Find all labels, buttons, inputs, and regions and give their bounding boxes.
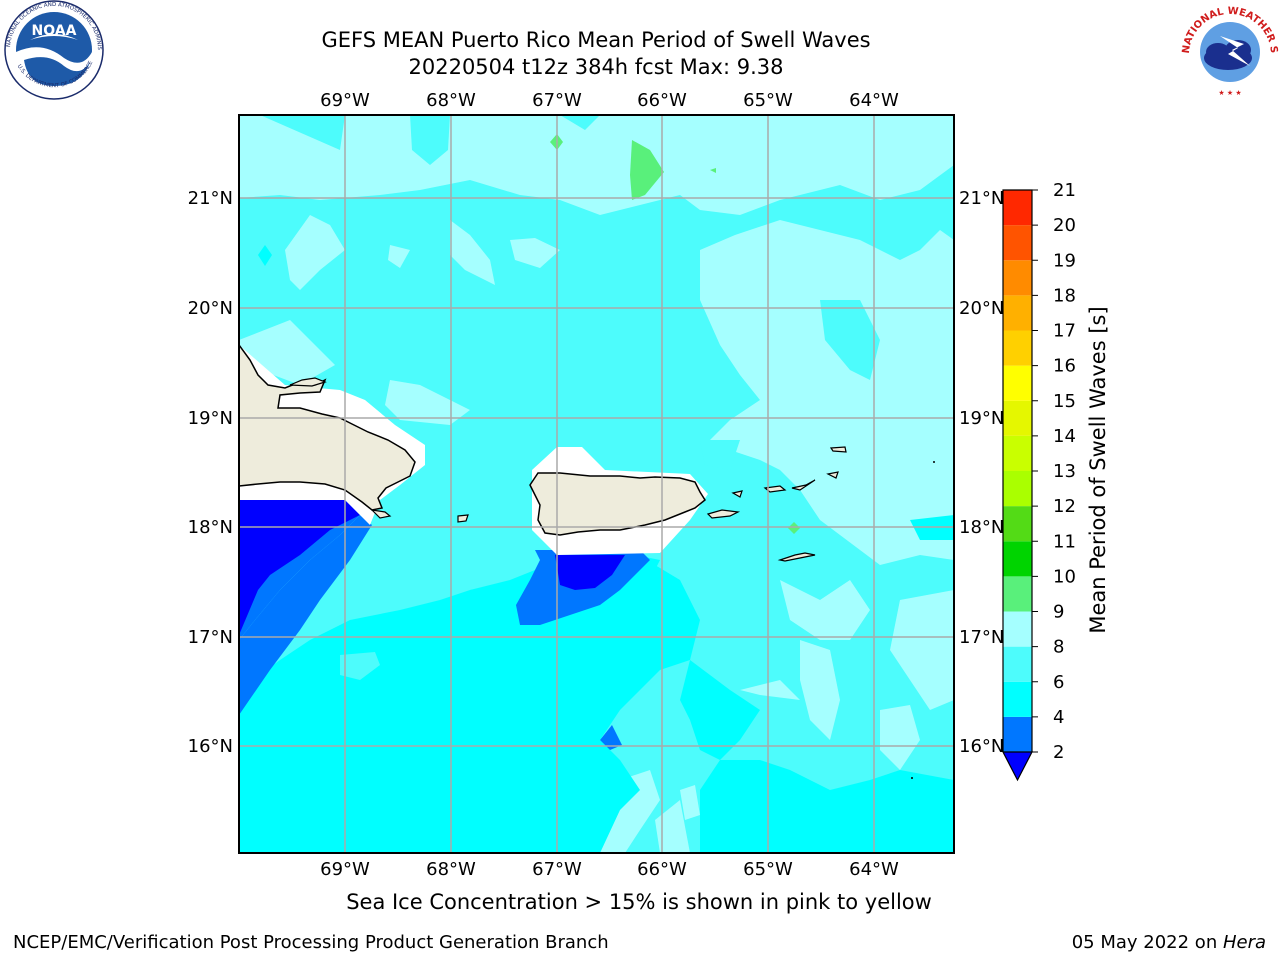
colorbar-segment	[1003, 295, 1032, 331]
colorbar-tick-label: 19	[1053, 250, 1076, 271]
colorbar-tick-label: 20	[1053, 215, 1076, 236]
chart-subtitle: 20220504 t12z 384h fcst Max: 9.38	[408, 55, 784, 79]
colorbar-tick-label: 11	[1053, 531, 1076, 552]
lon-label: 66°W	[637, 90, 687, 111]
mona-island	[457, 514, 469, 523]
noaa-logo: NOAA NATIONAL OCEANIC AND ATMOSPHERIC AD…	[2, 0, 104, 100]
swell-period-9-10-region	[630, 140, 664, 200]
lon-label: 68°W	[426, 859, 476, 880]
footer-date-text: 05 May 2022 on	[1071, 932, 1223, 953]
lon-label: 65°W	[743, 859, 793, 880]
lon-label: 67°W	[532, 859, 582, 880]
lat-label: 16°N	[188, 736, 233, 757]
lat-label: 19°N	[959, 408, 1004, 429]
colorbar-segment	[1003, 646, 1032, 682]
colorbar-tick-label: 9	[1053, 602, 1064, 623]
lon-label: 69°W	[320, 859, 370, 880]
colorbar-tick-label: 13	[1053, 461, 1076, 482]
lon-label: 66°W	[637, 859, 687, 880]
lon-label: 69°W	[320, 90, 370, 111]
lat-label: 20°N	[959, 298, 1004, 319]
colorbar-tick-label: 17	[1053, 321, 1076, 342]
colorbar-extension	[1002, 751, 1033, 782]
colorbar-tick-label: 14	[1053, 426, 1076, 447]
colorbar-tick-label: 2	[1053, 742, 1064, 763]
colorbar-tick-label: 6	[1053, 672, 1064, 693]
nws-logo: NATIONAL WEATHER SERVICE ★ ★ ★	[1180, 0, 1279, 98]
colorbar-tick-label: 4	[1053, 707, 1064, 728]
colorbar-tick-label: 15	[1053, 391, 1076, 412]
swell-period-below-2-region	[239, 500, 360, 635]
colorbar-segment	[1003, 716, 1032, 752]
left-latitude-labels: 21°N 20°N 19°N 18°N 17°N 16°N	[188, 188, 233, 757]
colorbar-segment	[1003, 681, 1032, 717]
lat-label: 21°N	[959, 188, 1004, 209]
map-frame	[238, 114, 955, 854]
chart-title: GEFS MEAN Puerto Rico Mean Period of Swe…	[321, 28, 871, 52]
colorbar-segment	[1003, 435, 1032, 471]
map-gridlines	[239, 115, 954, 853]
lat-label: 21°N	[188, 188, 233, 209]
colorbar-segment	[1003, 260, 1032, 296]
lat-label: 18°N	[188, 517, 233, 538]
colorbar-segment	[1003, 225, 1032, 261]
map-area	[239, 115, 954, 853]
st-john-island	[791, 479, 816, 491]
lon-label: 65°W	[743, 90, 793, 111]
lat-label: 16°N	[959, 736, 1004, 757]
lon-label: 67°W	[532, 90, 582, 111]
st-croix-island	[777, 552, 816, 562]
swell-period-4-6-region	[239, 556, 700, 853]
lat-label: 19°N	[188, 408, 233, 429]
footer-date: 05 May 2022 on Hera	[1072, 932, 1266, 953]
colorbar-tick-label: 12	[1053, 496, 1076, 517]
lon-label: 68°W	[426, 90, 476, 111]
culebra-vieques-island	[706, 509, 741, 519]
colorbar-segment	[1003, 611, 1032, 647]
colorbar-tick-label: 8	[1053, 637, 1064, 658]
right-latitude-labels: 21°N 20°N 19°N 18°N 17°N 16°N	[959, 188, 1004, 757]
lat-label: 17°N	[959, 627, 1004, 648]
top-longitude-labels: 69°W 68°W 67°W 66°W 65°W 64°W	[320, 90, 899, 111]
colorbar	[1002, 189, 1033, 782]
footer-machine: Hera	[1222, 932, 1266, 953]
bottom-longitude-labels: 69°W 68°W 67°W 66°W 65°W 64°W	[320, 859, 899, 880]
anegada-island	[829, 446, 847, 453]
svg-text:NOAA: NOAA	[32, 23, 77, 39]
colorbar-tick-label: 18	[1053, 285, 1076, 306]
colorbar-segment	[1003, 365, 1032, 401]
lat-label: 20°N	[188, 298, 233, 319]
colorbar-segment	[1003, 190, 1032, 226]
svg-text:★ ★ ★: ★ ★ ★	[1218, 89, 1241, 97]
lat-label: 18°N	[959, 517, 1004, 538]
lon-label: 64°W	[849, 90, 899, 111]
colorbar-segment	[1003, 330, 1032, 366]
colorbar-segment	[1003, 576, 1032, 612]
colorbar-tick-label: 16	[1053, 356, 1076, 377]
footer-credit: NCEP/EMC/Verification Post Processing Pr…	[13, 932, 609, 953]
lat-label: 17°N	[188, 627, 233, 648]
colorbar-label: Mean Period of Swell Waves [s]	[1086, 306, 1110, 633]
colorbar-tick-labels: 21 20 19 18 17 16 15 14 13 12 11 10 9 8 6 4 2	[1032, 180, 1076, 763]
colorbar-segment	[1003, 506, 1032, 542]
colorbar-tick-label: 21	[1053, 180, 1076, 201]
lon-label: 64°W	[849, 859, 899, 880]
colorbar-segment	[1003, 541, 1032, 577]
colorbar-segment	[1003, 471, 1032, 507]
colorbar-tick-label: 10	[1053, 566, 1076, 587]
sea-ice-caption: Sea Ice Concentration > 15% is shown in …	[346, 890, 932, 914]
colorbar-segment	[1003, 400, 1032, 436]
